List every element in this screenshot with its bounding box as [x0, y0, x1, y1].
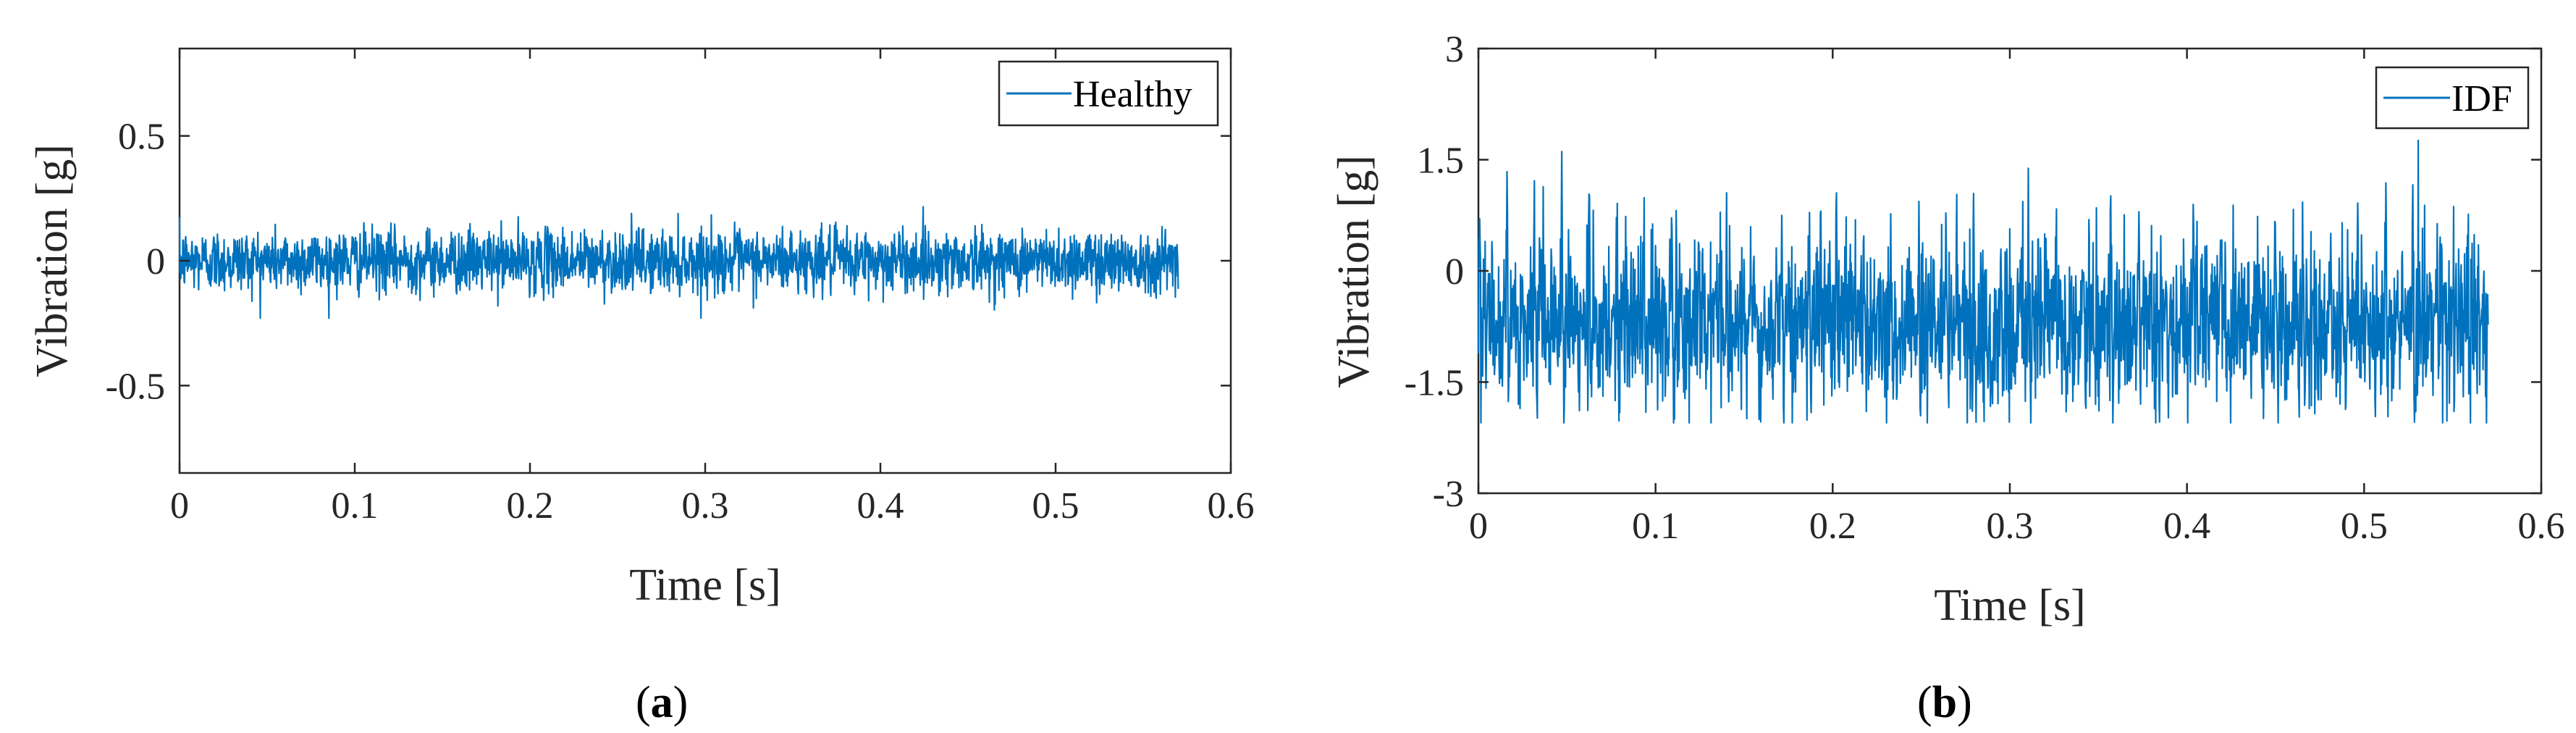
- x-axis-label-a: Time [s]: [629, 561, 781, 610]
- y-tick-label: -1.5: [1405, 363, 1464, 404]
- x-tick-label: 0.5: [1032, 485, 1079, 527]
- x-tick-label: 0.1: [332, 485, 379, 527]
- y-axis-label-a: Vibration [g]: [28, 144, 77, 377]
- panel-letter-a: a: [651, 678, 673, 727]
- series-trace-healthy: [178, 206, 1179, 319]
- x-tick-label: 0.1: [1632, 506, 1679, 547]
- series-trace-idf: [1477, 139, 2489, 424]
- y-tick-label: 3: [1445, 29, 1464, 70]
- legend-label-idf: IDF: [2451, 78, 2512, 120]
- y-tick-label: 1.5: [1417, 141, 1464, 182]
- x-tick-label: 0.6: [2518, 506, 2565, 547]
- y-tick-label: -3: [1433, 474, 1464, 515]
- y-tick-label: -0.5: [106, 366, 165, 407]
- panel-label-a: (a): [636, 678, 688, 727]
- x-tick-label: 0.6: [1208, 485, 1255, 527]
- legend-a: Healthy: [998, 60, 1219, 127]
- legend-label-healthy: Healthy: [1073, 74, 1192, 115]
- x-tick-label: 0.2: [1809, 506, 1856, 547]
- panel-label-b: (b): [1917, 678, 1972, 727]
- y-tick-label: 0: [1445, 251, 1464, 293]
- y-axis-label-b: Vibration [g]: [1329, 155, 1379, 388]
- series-line-idf: [1477, 139, 2489, 424]
- ticks-a: 0 0.1 0.2 0.3 0.4 0.5 0.6 0.5 0 -0.5: [106, 49, 1255, 527]
- legend-b: IDF: [2375, 66, 2530, 130]
- x-axis-label-b: Time [s]: [1934, 581, 2086, 630]
- series-line-healthy: [178, 206, 1179, 319]
- x-tick-label: 0.4: [857, 485, 904, 527]
- y-tick-label: 0: [146, 241, 165, 282]
- x-tick-label: 0.3: [682, 485, 729, 527]
- panel-letter-b: b: [1932, 678, 1957, 727]
- chart-panel-b: 0 0.1 0.2 0.3 0.4 0.5 0.6 3 1.5 0 -1.5 -3 IDF Time …: [1329, 29, 2565, 727]
- chart-panel-a: 0 0.1 0.2 0.3 0.4 0.5 0.6 0.5 0 -0.5 Healthy Time…: [28, 47, 1255, 727]
- ticks-b: 0 0.1 0.2 0.3 0.4 0.5 0.6 3 1.5 0 -1.5 -3: [1405, 29, 2565, 547]
- x-tick-label: 0.5: [2341, 506, 2388, 547]
- x-tick-label: 0.3: [1987, 506, 2034, 547]
- y-tick-label: 0.5: [118, 117, 165, 158]
- x-tick-label: 0.2: [507, 485, 554, 527]
- x-tick-label: 0.4: [2163, 506, 2210, 547]
- x-tick-label: 0: [170, 485, 189, 527]
- x-tick-label: 0: [1469, 506, 1488, 547]
